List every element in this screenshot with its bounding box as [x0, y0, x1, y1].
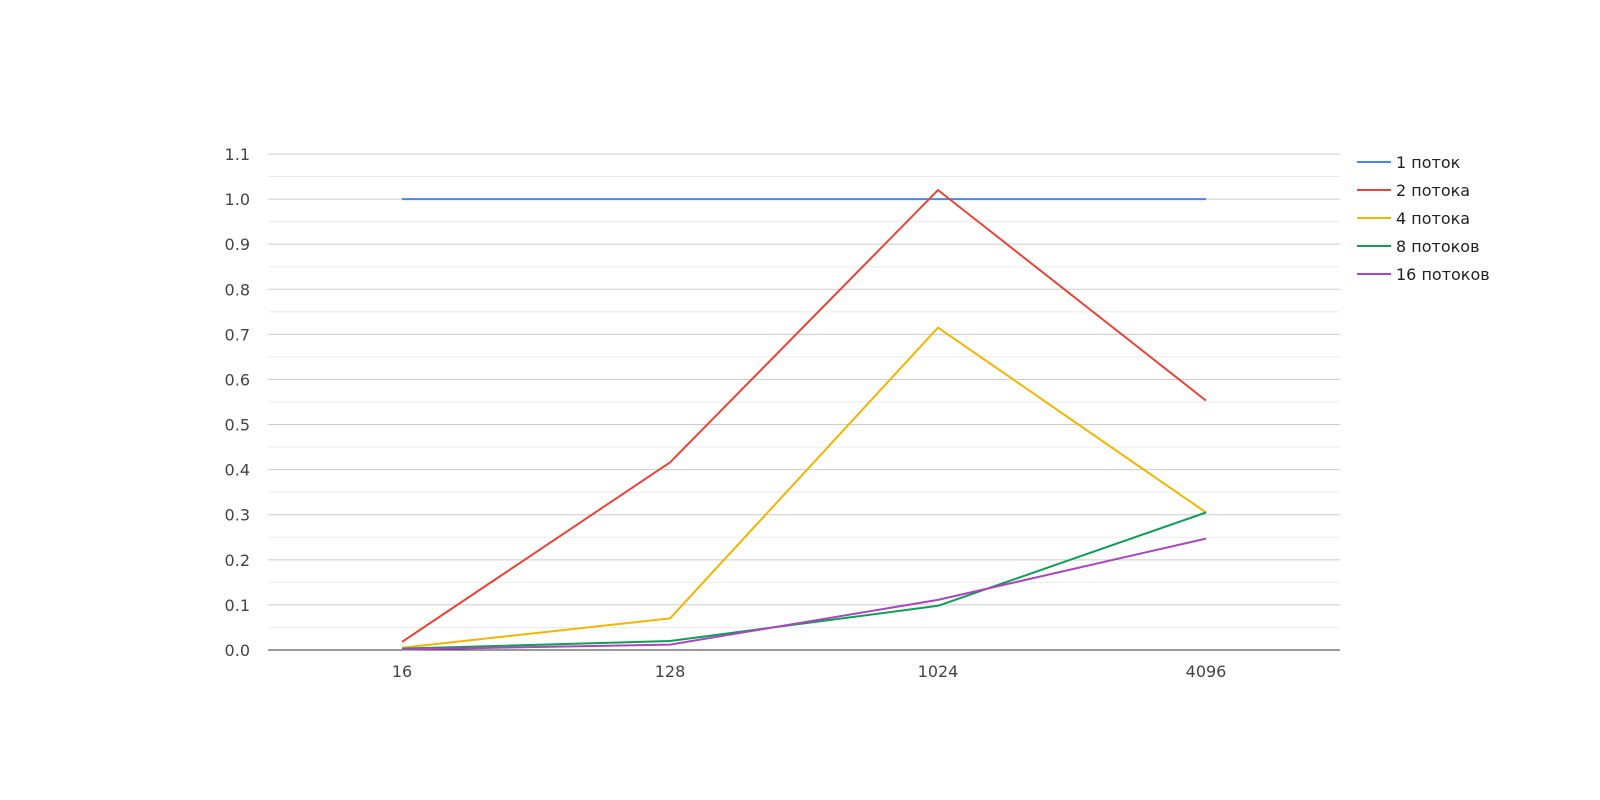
y-tick-label: 0.9	[225, 235, 250, 254]
y-tick-label: 0.8	[225, 280, 250, 299]
series-line-3	[401, 326, 1207, 649]
y-tick-label: 0.7	[225, 325, 250, 344]
axes: 0.0 0.1 0.2 0.3 0.4 0.5 0.6 0.7 0.8 0.9 1.0 1.1 16 12…	[225, 145, 1340, 681]
legend: 1 поток 2 потока 4 потока 8 потоков 16 поток…	[1357, 153, 1490, 284]
y-tick-label: 0.4	[225, 461, 250, 480]
legend-label: 16 потоков	[1396, 265, 1490, 284]
y-tick-label: 0.5	[225, 416, 250, 435]
y-tick-label: 1.1	[225, 145, 250, 164]
y-tick-label: 0.0	[225, 641, 250, 660]
legend-label: 1 поток	[1396, 153, 1461, 172]
y-tick-label: 0.6	[225, 370, 250, 389]
x-tick-label: 16	[392, 662, 412, 681]
y-tick-label: 0.3	[225, 506, 250, 525]
x-tick-label: 4096	[1186, 662, 1227, 681]
x-tick-label: 1024	[918, 662, 959, 681]
y-tick-label: 0.2	[225, 551, 250, 570]
series-lines	[401, 189, 1207, 651]
series-line-2	[401, 189, 1207, 643]
y-tick-label: 1.0	[225, 190, 250, 209]
legend-label: 8 потоков	[1396, 237, 1480, 256]
y-tick-label: 0.1	[225, 596, 250, 615]
series-line-4	[401, 511, 1207, 650]
x-tick-label: 128	[655, 662, 686, 681]
legend-label: 2 потока	[1396, 181, 1470, 200]
legend-label: 4 потока	[1396, 209, 1470, 228]
series-line-5	[401, 537, 1207, 651]
gridlines	[268, 153, 1340, 628]
